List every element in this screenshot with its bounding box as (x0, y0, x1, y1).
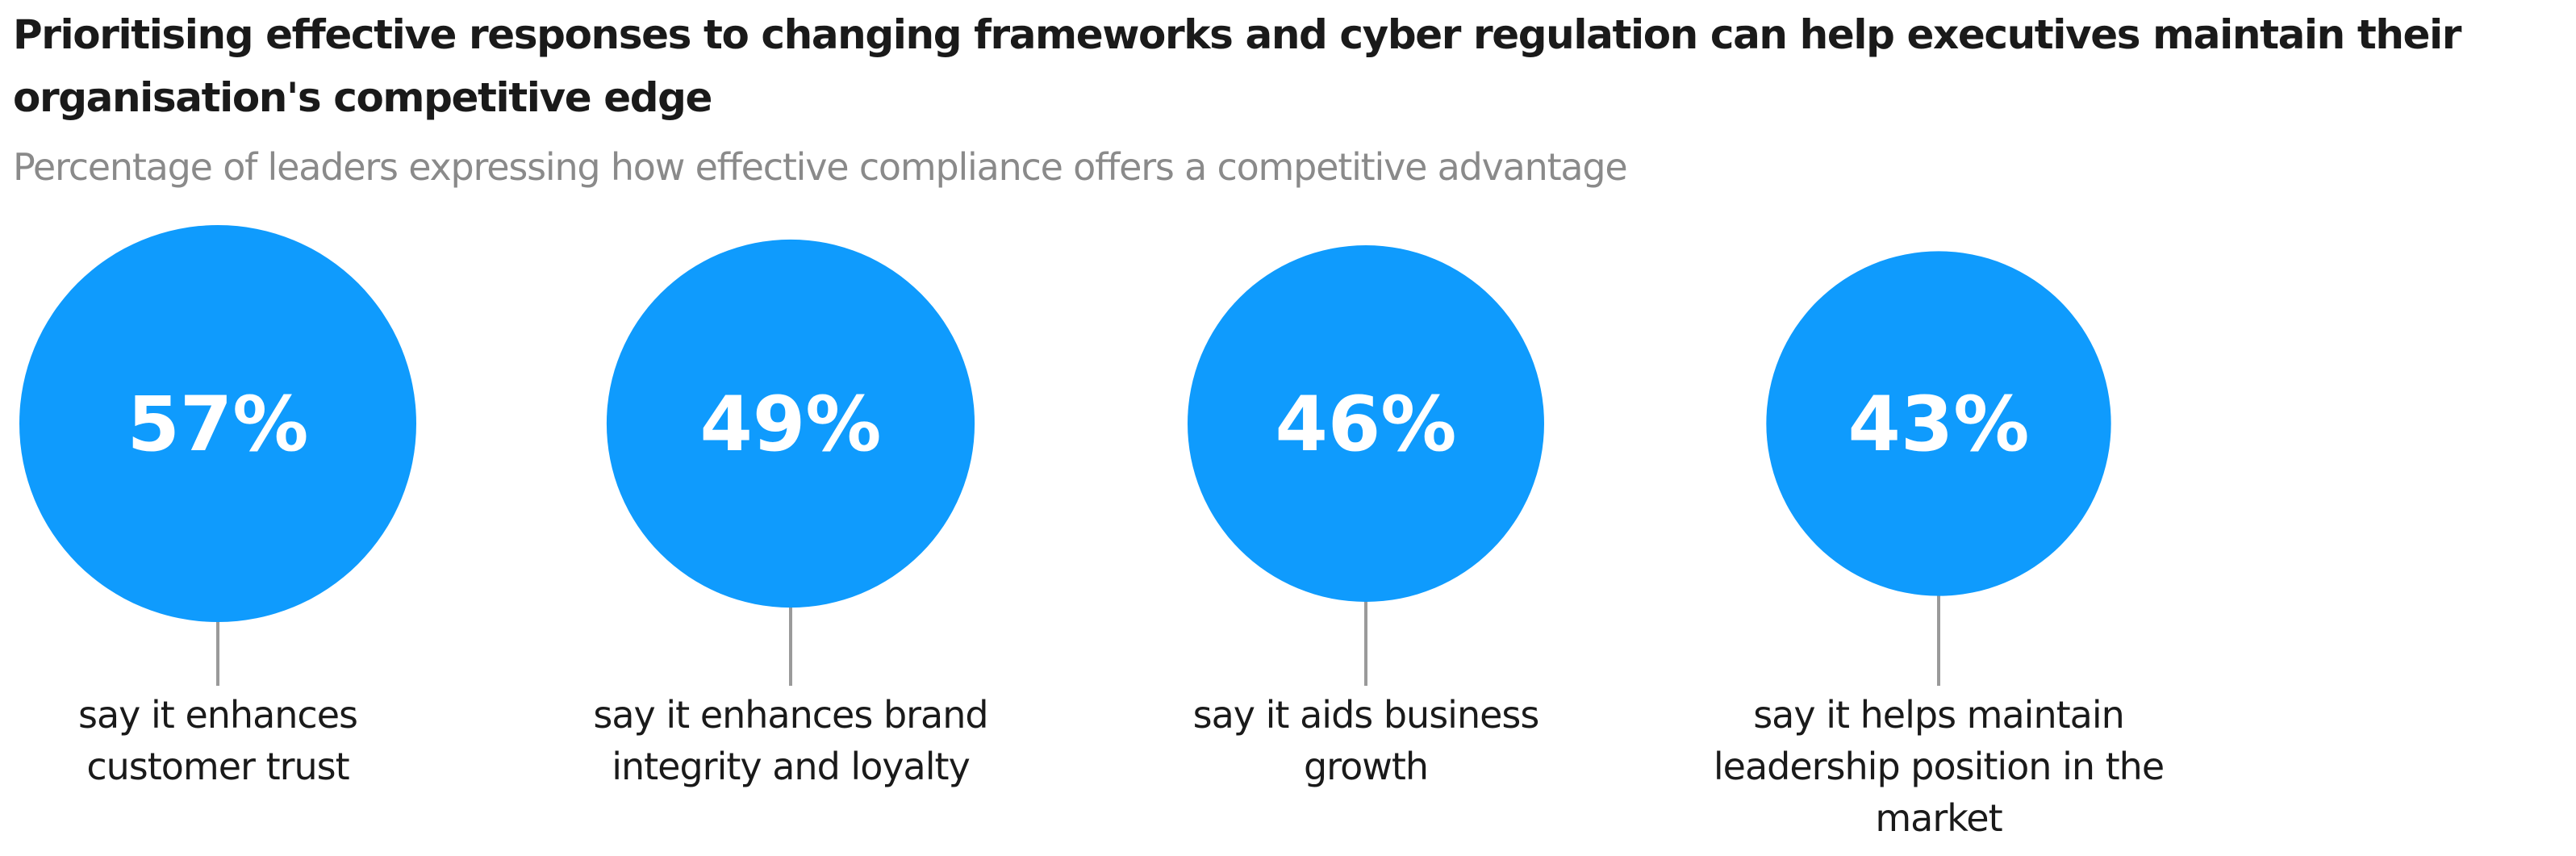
category-label: market (1875, 796, 2002, 840)
bubble-value-label: 57% (127, 381, 309, 469)
bubble (19, 225, 416, 622)
category-label: customer trust (86, 745, 349, 788)
bubble-value-label: 46% (1275, 381, 1457, 469)
bubble-group-2: 49% say it enhances brand integrity and lo… (593, 239, 989, 788)
category-label: growth (1304, 745, 1428, 788)
bubble-value-label: 43% (1848, 381, 2030, 469)
bubble (606, 239, 975, 608)
chart-subtitle: Percentage of leaders expressing how eff… (13, 145, 1628, 189)
bubble-group-1: 57% say it enhances customer trust (19, 225, 416, 788)
bubble (1188, 245, 1544, 602)
category-label: say it enhances brand (593, 693, 987, 737)
category-label: say it enhances (78, 693, 357, 737)
bubble-group-4: 43% say it helps maintain leadership posit… (1714, 251, 2165, 840)
category-label: say it aids business (1193, 693, 1539, 737)
chart-title: Prioritising effective responses to chan… (13, 11, 2461, 121)
bubble-value-label: 49% (700, 381, 882, 469)
category-label: integrity and loyalty (612, 745, 970, 788)
bubble-group-3: 46% say it aids business growth (1188, 245, 1544, 788)
category-label: say it helps maintain (1753, 693, 2124, 737)
category-label: leadership position in the (1714, 745, 2164, 788)
bubble (1766, 251, 2111, 596)
